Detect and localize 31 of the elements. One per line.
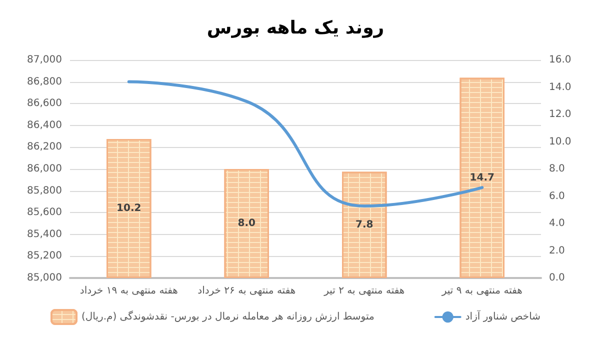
y-tick-label: 87,000 [27, 54, 62, 66]
y2-tick-label: 10.0 [549, 136, 572, 148]
x-tick-label: هفته منتهی به ۲ تیر [323, 286, 405, 296]
y2-tick-label: 6.0 [549, 190, 565, 202]
data-label: 10.2 [116, 203, 142, 214]
chart-title: روند یک ماهه بورس [206, 18, 384, 38]
y-tick-label: 85,200 [27, 250, 62, 262]
y2-tick-label: 16.0 [549, 54, 572, 66]
data-label: 7.8 [356, 219, 374, 230]
y-tick-label: 85,800 [27, 185, 62, 196]
legend-label: شاخص شناور آزاد [465, 310, 540, 322]
y2-tick-label: 8.0 [549, 164, 565, 174]
legend-label: متوسط ارزش روزانه هر معامله نرمال در بورس- نقدشوندگی (م.ریال) [82, 310, 374, 322]
y2-tick-label: 4.0 [549, 218, 565, 229]
y-tick-label: 86,200 [27, 142, 62, 153]
x-tick-label: هفته منتهی به ۱۹ خرداد [80, 286, 178, 296]
y-tick-label: 86,000 [27, 164, 62, 174]
data-label: 14.7 [470, 172, 494, 184]
x-tick-label: هفته منتهی به ۲۶ خرداد [198, 286, 296, 296]
y2-tick-label: 0.0 [549, 272, 565, 284]
y-tick-label: 85,400 [27, 228, 62, 240]
y2-tick-label: 12.0 [549, 109, 572, 120]
y-tick-label: 86,600 [27, 98, 62, 110]
y-tick-label: 86,400 [27, 120, 62, 131]
y2-tick-label: 14.0 [549, 82, 572, 93]
y2-tick-label: 2.0 [549, 245, 565, 256]
x-tick-label: هفته منتهی به ۹ تیر [440, 286, 522, 296]
data-label: 8.0 [238, 218, 256, 229]
y-tick-label: 86,800 [27, 76, 62, 88]
y-tick-label: 85,600 [27, 207, 62, 218]
y-tick-label: 85,000 [27, 272, 62, 284]
